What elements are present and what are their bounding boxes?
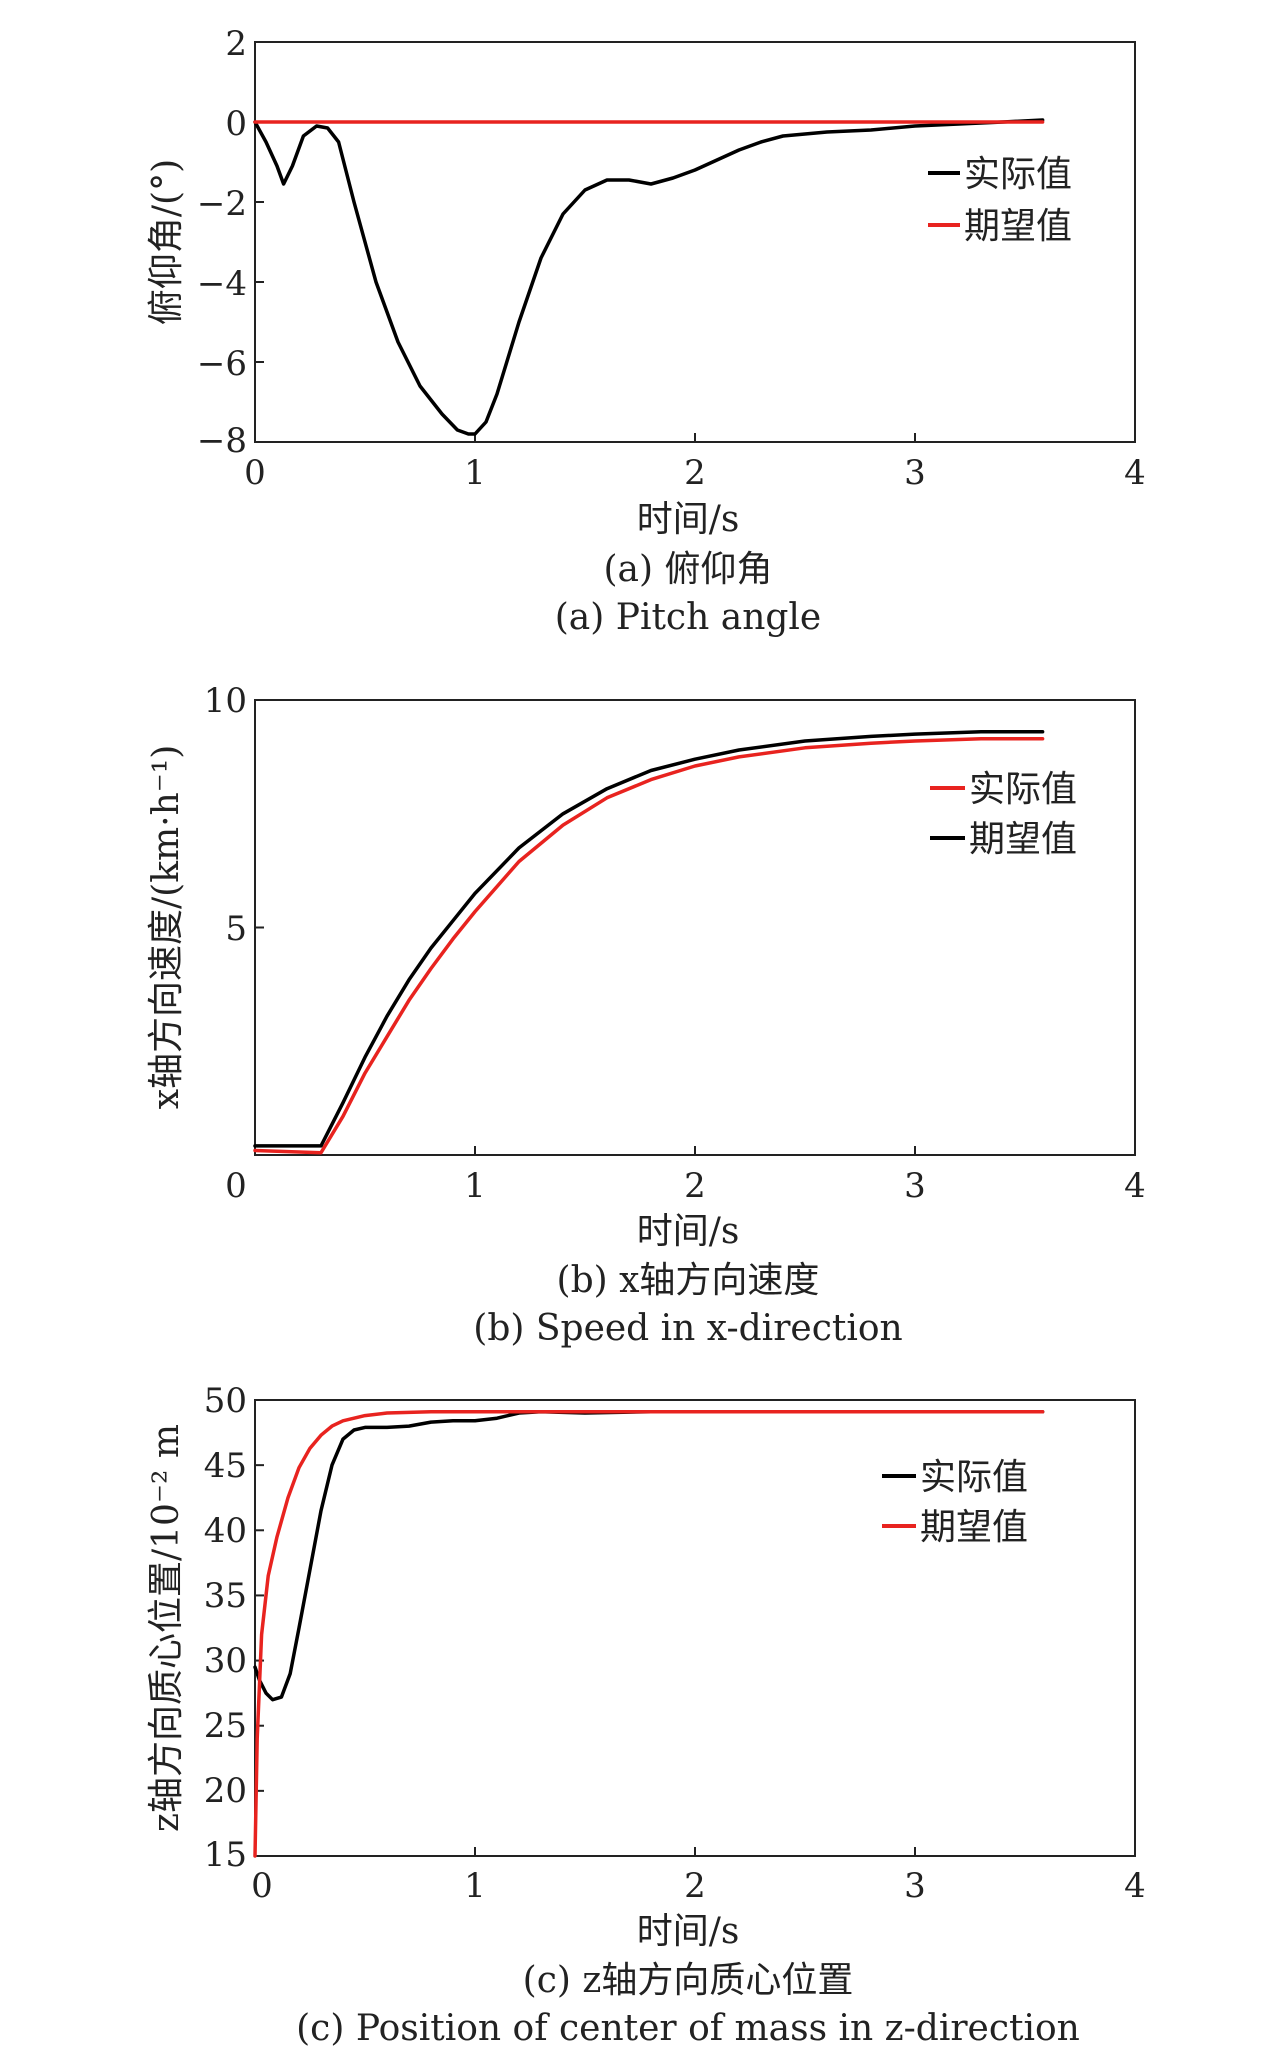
y-tick-label: 35 bbox=[204, 1576, 247, 1616]
legend-label-series-1: 实际值 bbox=[964, 154, 1072, 195]
x-tick-label: 2 bbox=[684, 1166, 706, 1206]
x-tick-label: 2 bbox=[684, 453, 706, 493]
y-axis-label: x轴方向速度/(km·h⁻¹) bbox=[146, 745, 187, 1110]
y-axis-label: 俯仰角/(°) bbox=[146, 159, 187, 325]
legend: 实际值 期望值 bbox=[930, 769, 1077, 860]
y-tick-labels: 2 0 −2 −4 −6 −8 bbox=[197, 24, 247, 461]
series-line-1 bbox=[253, 1409, 1045, 1702]
x-tick-label: 1 bbox=[464, 453, 486, 493]
y-tick-label: 25 bbox=[204, 1706, 247, 1746]
legend: 实际值 期望值 bbox=[928, 154, 1072, 247]
x-axis-label: 时间/s bbox=[637, 1211, 740, 1252]
x-tick-label: 1 bbox=[464, 1866, 486, 1906]
chart-pitch-angle: 2 0 −2 −4 −6 −8 0 1 2 3 4 俯仰角/(°) 时间/s (… bbox=[146, 24, 1146, 638]
y-tick-label: 15 bbox=[204, 1835, 247, 1875]
x-tick-label: 1 bbox=[464, 1166, 486, 1206]
y-axis-label: z轴方向质心位置/10⁻² m bbox=[146, 1424, 187, 1832]
y-tick-label: 0 bbox=[225, 104, 247, 144]
caption-en: (a) Pitch angle bbox=[555, 597, 822, 638]
series-group bbox=[253, 730, 1045, 1155]
series-group bbox=[253, 118, 1045, 436]
x-tick-labels: 0 1 2 3 4 bbox=[225, 1166, 1146, 1206]
x-tick-label: 0 bbox=[251, 1866, 273, 1906]
series-line-1 bbox=[253, 118, 1045, 436]
y-tick-label: 5 bbox=[225, 909, 247, 949]
legend-label-series-2: 期望值 bbox=[969, 819, 1077, 860]
y-tick-label: 2 bbox=[225, 24, 247, 64]
y-tick-label: −2 bbox=[197, 184, 247, 224]
series-line-1 bbox=[253, 736, 1045, 1155]
y-tick-label: −6 bbox=[197, 344, 247, 384]
y-tick-label: 10 bbox=[204, 681, 247, 721]
series-line-2 bbox=[253, 1409, 1045, 1858]
legend-label-series-2: 期望值 bbox=[964, 206, 1072, 247]
caption-zh: (b) x轴方向速度 bbox=[557, 1260, 820, 1301]
x-tick-label: 4 bbox=[1124, 1866, 1146, 1906]
y-tick-label: 30 bbox=[204, 1641, 247, 1681]
x-tick-label: 3 bbox=[904, 453, 926, 493]
chart-z-position: 50 45 40 35 30 25 20 15 0 1 2 3 4 z轴方向质心… bbox=[146, 1381, 1146, 2049]
x-tick-label: 4 bbox=[1124, 453, 1146, 493]
tick-marks bbox=[254, 41, 1136, 443]
x-tick-label: 4 bbox=[1124, 1166, 1146, 1206]
y-tick-label: 50 bbox=[204, 1381, 247, 1421]
series-line-2 bbox=[253, 730, 1045, 1148]
y-tick-label: 45 bbox=[204, 1446, 247, 1486]
x-tick-label: 0 bbox=[225, 1166, 247, 1206]
y-tick-label: 40 bbox=[204, 1511, 247, 1551]
caption-zh: (a) 俯仰角 bbox=[604, 549, 773, 590]
legend-label-series-1: 实际值 bbox=[920, 1457, 1028, 1498]
y-tick-labels: 50 45 40 35 30 25 20 15 bbox=[204, 1381, 247, 1875]
legend-label-series-1: 实际值 bbox=[969, 769, 1077, 810]
x-axis-label: 时间/s bbox=[637, 499, 740, 540]
x-tick-label: 2 bbox=[684, 1866, 706, 1906]
x-tick-label: 3 bbox=[904, 1166, 926, 1206]
y-tick-labels: 10 5 bbox=[204, 681, 247, 949]
caption-en: (c) Position of center of mass in z-dire… bbox=[296, 2008, 1080, 2049]
legend: 实际值 期望值 bbox=[882, 1457, 1028, 1548]
chart-x-speed: 10 5 0 1 2 3 4 x轴方向速度/(km·h⁻¹) 时间/s (b) … bbox=[146, 681, 1146, 1349]
y-tick-label: −8 bbox=[197, 421, 247, 461]
caption-en: (b) Speed in x-direction bbox=[473, 1308, 902, 1349]
y-tick-label: −4 bbox=[197, 264, 247, 304]
legend-label-series-2: 期望值 bbox=[920, 1507, 1028, 1548]
y-tick-label: 20 bbox=[204, 1771, 247, 1811]
x-tick-labels: 0 1 2 3 4 bbox=[251, 1866, 1146, 1906]
caption-zh: (c) z轴方向质心位置 bbox=[523, 1960, 854, 2001]
series-group bbox=[253, 1409, 1045, 1858]
x-tick-label: 0 bbox=[244, 453, 266, 493]
x-tick-label: 3 bbox=[904, 1866, 926, 1906]
x-axis-label: 时间/s bbox=[637, 1911, 740, 1952]
x-tick-labels: 0 1 2 3 4 bbox=[244, 453, 1146, 493]
